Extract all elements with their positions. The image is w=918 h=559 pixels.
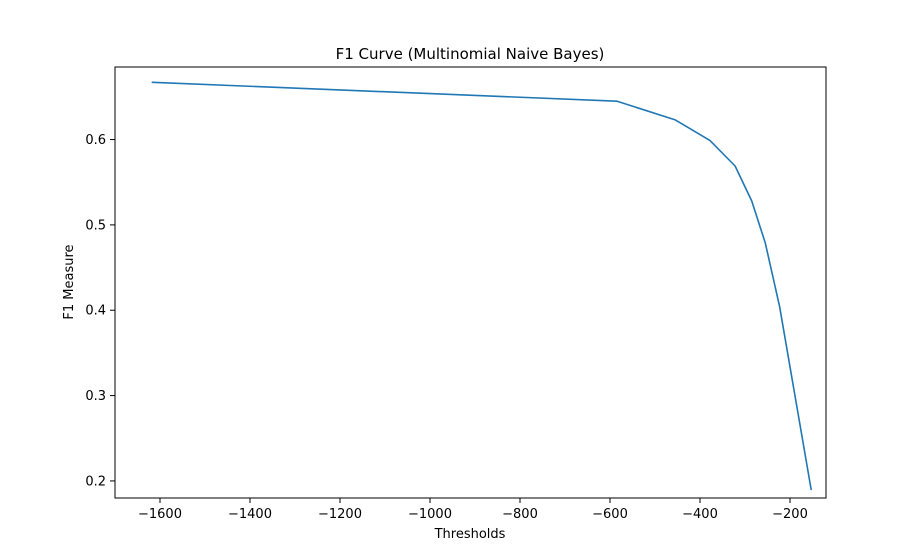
x-axis-label: Thresholds <box>434 527 506 542</box>
axes-frame <box>114 66 827 499</box>
x-tick-label: −1000 <box>408 507 452 522</box>
x-tick-label: −800 <box>502 507 538 522</box>
y-tick-label: 0.2 <box>85 474 106 489</box>
y-tick-label: 0.4 <box>85 304 106 319</box>
y-axis-label: F1 Measure <box>62 244 77 319</box>
x-tick-label: −600 <box>592 507 628 522</box>
x-tick-label: −200 <box>772 507 808 522</box>
x-tick-label: −1400 <box>228 507 272 522</box>
x-axis-ticks: −1600 −1400 −1200 −1000 −800 −600 −400 −200 <box>138 498 808 522</box>
y-axis-ticks: 0.2 0.3 0.4 0.5 0.6 <box>85 133 115 489</box>
y-tick-label: 0.3 <box>85 389 106 404</box>
series-line-0 <box>151 81 812 491</box>
chart-title: F1 Curve (Multinomial Naive Bayes) <box>336 45 605 63</box>
x-tick-label: −1200 <box>318 507 362 522</box>
y-tick-label: 0.5 <box>85 218 106 233</box>
plot-area: −1600 −1400 −1200 −1000 −800 −600 −400 −200 0.2… <box>85 66 827 522</box>
series-layer <box>151 81 812 491</box>
y-tick-label: 0.6 <box>85 133 106 148</box>
x-tick-label: −1600 <box>138 507 182 522</box>
x-tick-label: −400 <box>682 507 718 522</box>
